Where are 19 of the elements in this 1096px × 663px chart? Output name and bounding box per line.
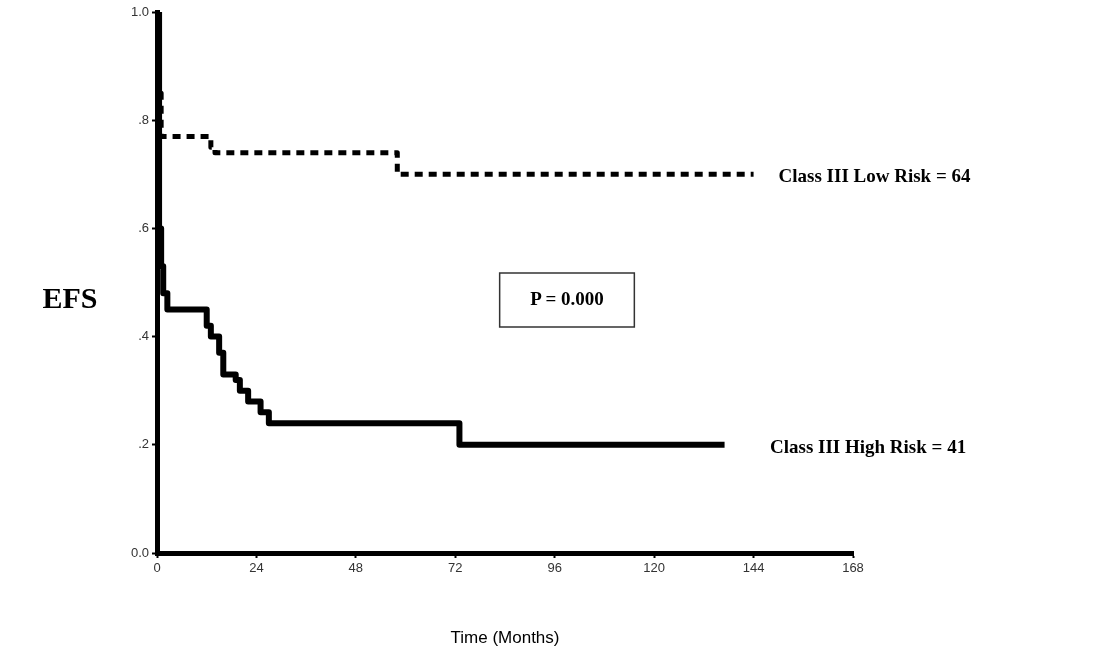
y-tick-label: .4 — [138, 328, 149, 344]
x-axis-title: Time (Months) — [450, 627, 560, 647]
y-tick-label: 0.0 — [130, 544, 149, 560]
y-tick-label: .2 — [138, 436, 149, 452]
x-tick-label: 168 — [842, 560, 864, 576]
x-tick-label: 144 — [742, 560, 765, 576]
y-tick-label: .8 — [138, 111, 149, 127]
x-tick-label: 48 — [348, 560, 364, 576]
x-tick-label: 120 — [643, 560, 665, 576]
annotation: P = 0.000 — [530, 287, 604, 309]
x-tick-label: 72 — [448, 560, 463, 576]
x-tick-label: 96 — [547, 560, 562, 576]
text: Class III High Risk = 41 — [770, 435, 967, 457]
y-axis-title: EFS — [42, 280, 98, 314]
series-label: Class III Low Risk = 64 — [778, 165, 971, 187]
x-tick-label: 0 — [153, 560, 161, 576]
x-tick-label: 24 — [249, 560, 264, 576]
y-tick-label: .6 — [138, 219, 149, 235]
y-tick-label: 1.0 — [130, 3, 149, 19]
